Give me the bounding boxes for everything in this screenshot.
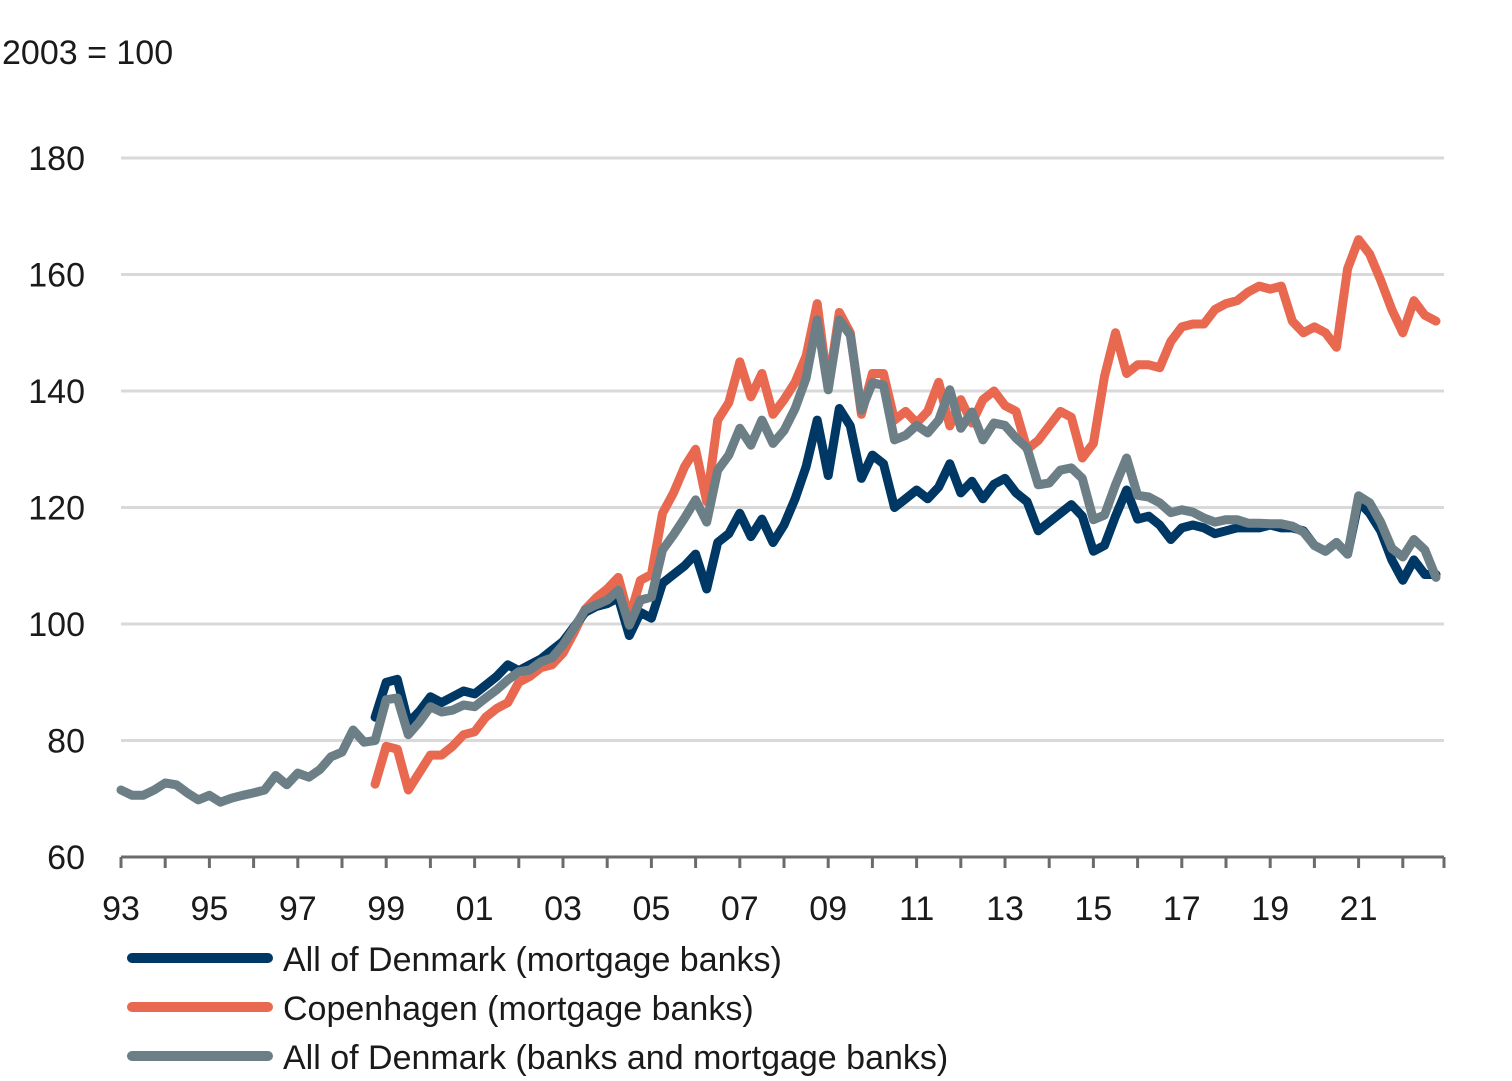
unit-label: 2003 = 100 — [2, 34, 173, 72]
legend: All of Denmark (mortgage banks) Copenhag… — [127, 941, 948, 1077]
legend-item-copenhagen-mortgage: Copenhagen (mortgage banks) — [127, 990, 754, 1028]
y-tick-label: 180 — [28, 140, 85, 178]
x-tick-label: 05 — [632, 890, 670, 928]
x-tick-label: 09 — [809, 890, 847, 928]
series-line-1 — [370, 404, 1441, 728]
legend-item-all-denmark-banks-and-mortgage: All of Denmark (banks and mortgage banks… — [127, 1039, 948, 1077]
y-axis-labels: 60 80 100 120 140 160 180 — [28, 140, 85, 877]
x-tick-label: 93 — [102, 890, 140, 928]
legend-label: All of Denmark (banks and mortgage banks… — [283, 1039, 948, 1077]
legend-label: Copenhagen (mortgage banks) — [283, 990, 754, 1028]
y-tick-label: 100 — [28, 606, 85, 644]
legend-label: All of Denmark (mortgage banks) — [283, 941, 782, 979]
series-lines — [116, 235, 1441, 807]
y-tick-label: 80 — [47, 723, 85, 761]
x-tick-label: 03 — [544, 890, 582, 928]
x-tick-label: 21 — [1340, 890, 1378, 928]
y-tick-label: 160 — [28, 257, 85, 295]
series-line-0 — [370, 235, 1441, 795]
x-tick-label: 99 — [367, 890, 405, 928]
gridlines — [121, 156, 1444, 742]
x-tick-label: 97 — [279, 890, 317, 928]
x-tick-label: 11 — [899, 890, 934, 928]
x-tick-label: 13 — [986, 890, 1024, 928]
x-tick-label: 01 — [456, 890, 494, 928]
x-tick-label: 15 — [1074, 890, 1112, 928]
series-line-2 — [116, 315, 1441, 807]
x-axis: 93 95 97 99 01 03 05 07 09 11 13 15 17 19 21 — [102, 855, 1446, 928]
y-tick-label: 60 — [47, 839, 85, 877]
x-tick-label: 19 — [1251, 890, 1289, 928]
x-tick-label: 95 — [190, 890, 228, 928]
legend-item-all-denmark-mortgage: All of Denmark (mortgage banks) — [127, 941, 782, 979]
y-tick-label: 120 — [28, 490, 85, 528]
x-tick-label: 07 — [721, 890, 759, 928]
y-tick-label: 140 — [28, 373, 85, 411]
x-tick-label: 17 — [1163, 890, 1201, 928]
